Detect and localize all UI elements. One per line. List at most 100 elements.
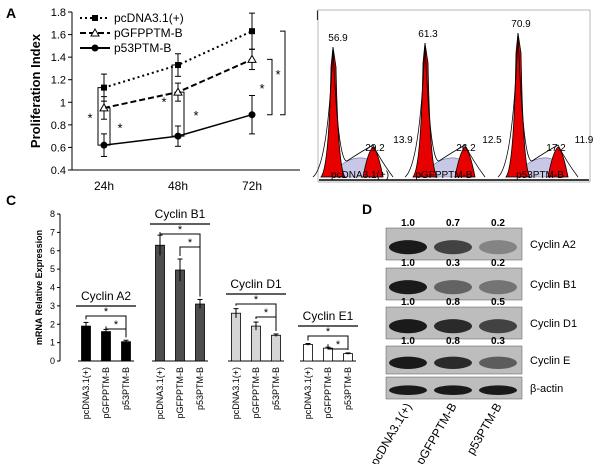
a-y-tick-label: 0.8 [51,120,66,132]
panel-c-bar-chart: 0 1 2 3 4 5 6 7 8 mRNA Relative Expression pcDNA3.… [34,207,358,419]
panel-a-line-chart: 0.4 0.6 0.8 1 1.2 1.4 1.6 1.8 24h 48h 72h Prolifera… [28,7,300,193]
a-data-point [175,62,181,69]
a-y-tick-label: 1.6 [51,30,66,42]
c-x-tick-label: pcDNA3.1(+) [303,367,313,419]
d-band-ratio: 0.8 [446,297,460,308]
c-significance-star: * [114,319,119,331]
c-significance-star: * [264,307,269,319]
c-x-tick-label: pGFPPTM-B [175,367,185,419]
c-bar [155,244,165,362]
c-significance-star: * [326,326,331,338]
a-significance-star: * [193,108,198,123]
a-x-tick-label: 24h [94,179,114,193]
c-x-tick-label: pcDNA3.1(+) [155,367,165,419]
d-band-ratio: 0.3 [491,336,505,347]
d-band-ratio: 0.8 [446,336,460,347]
panel-b-cell-cycle-histograms: 56.9 29.2 13.9 pcDNA3.1(+) 61.3 26.2 12.5 pGFPP… [312,9,594,183]
b-histogram-trace [404,42,486,178]
c-x-tick-label: p53PTM-B [121,367,131,410]
c-significance-star: * [336,339,341,351]
c-bracket-inner [105,326,127,338]
d-band-ratio: 0.5 [491,297,505,308]
b-g1-peak [505,32,531,178]
a-legend-marker [92,15,98,21]
c-bar [101,331,111,362]
panel-label-a: A [6,5,16,21]
panel-label-d: D [362,201,372,217]
d-protein-label: Cyclin D1 [530,318,577,330]
d-band-ratio: 1.0 [401,258,415,269]
d-band [389,319,427,334]
a-bracket-48h-1 [171,64,177,137]
b-g2m-value: 11.9 [575,135,594,146]
d-band [479,280,517,295]
d-protein-label: β-actin [530,383,563,395]
a-bracket-24h-2 [105,107,111,146]
c-bar [81,325,91,362]
c-y-axis-label: mRNA Relative Expression [34,230,44,345]
d-band [389,356,427,369]
b-s-value: 17.2 [546,143,566,154]
c-bar [195,303,205,362]
c-bar [251,325,261,362]
b-histogram-trace [497,32,579,178]
d-band-ratio: 1.0 [401,297,415,308]
a-bracket-72h-2 [280,30,286,116]
c-bar [121,341,131,362]
c-group-title: Cyclin D1 [230,277,282,291]
d-band [479,385,517,396]
b-g1-value: 56.9 [328,33,348,44]
d-protein-label: Cyclin E [530,355,570,367]
c-bracket-outer [307,335,349,350]
panel-d-western-blot: Cyclin A2 1.0 0.7 0.2 Cyclin B1 1.0 0.3 0.2 Cycl… [368,218,577,464]
a-y-tick-label: 1.2 [51,75,66,87]
d-band-ratio: 1.0 [401,336,415,347]
b-g1-peak [412,42,438,178]
b-g2m-peak [454,146,476,178]
a-significance-star: * [161,95,166,110]
d-band [434,356,472,369]
a-y-tick-label: 0.4 [51,165,66,177]
d-band [389,385,427,396]
d-band [479,319,517,334]
c-y-tick-label: 1 [50,338,55,348]
d-lane-label: p53PTM-B [464,401,505,458]
b-g1-value: 70.9 [511,19,531,30]
b-histogram-trace [312,46,394,178]
c-bar [175,269,185,362]
c-y-tick-label: 3 [50,301,55,311]
b-s-value: 26.2 [456,143,476,154]
b-frame [317,9,591,183]
c-x-tick-label: pGFPPTM-B [101,367,111,419]
d-protein-label: Cyclin A2 [530,239,576,251]
c-y-tick-label: 4 [50,283,55,293]
c-bracket-inner [179,246,201,297]
b-sample-label: pGFPPTM-B [415,170,473,181]
c-significance-star: * [188,237,193,249]
c-y-tick-label: 0 [50,356,55,366]
a-significance-star: * [117,121,122,136]
a-y-tick-label: 0.6 [51,142,66,154]
c-significance-star: * [178,224,183,236]
b-sample-label: pcDNA3.1(+) [331,170,389,181]
c-x-tick-label: pcDNA3.1(+) [81,367,91,419]
d-band [434,319,472,334]
a-significance-star: * [87,110,92,125]
c-group-title: Cyclin B1 [155,207,206,221]
c-bar [323,347,333,362]
d-band-ratio: 0.7 [446,218,460,229]
a-bracket-24h-1 [97,87,103,146]
c-bracket-inner [255,316,277,331]
a-legend-marker [90,27,100,37]
b-g2m-peak [362,146,384,178]
d-band [434,280,472,295]
c-bar [343,353,353,362]
a-legend-label: pGFPPTM-B [114,26,183,40]
a-significance-star: * [259,81,264,96]
a-y-tick-label: 1.8 [51,7,66,19]
c-x-tick-label: pcDNA3.1(+) [231,367,241,419]
a-data-point [248,111,256,119]
c-x-tick-label: p53PTM-B [343,367,353,410]
a-y-tick-label: 1.4 [51,52,66,64]
